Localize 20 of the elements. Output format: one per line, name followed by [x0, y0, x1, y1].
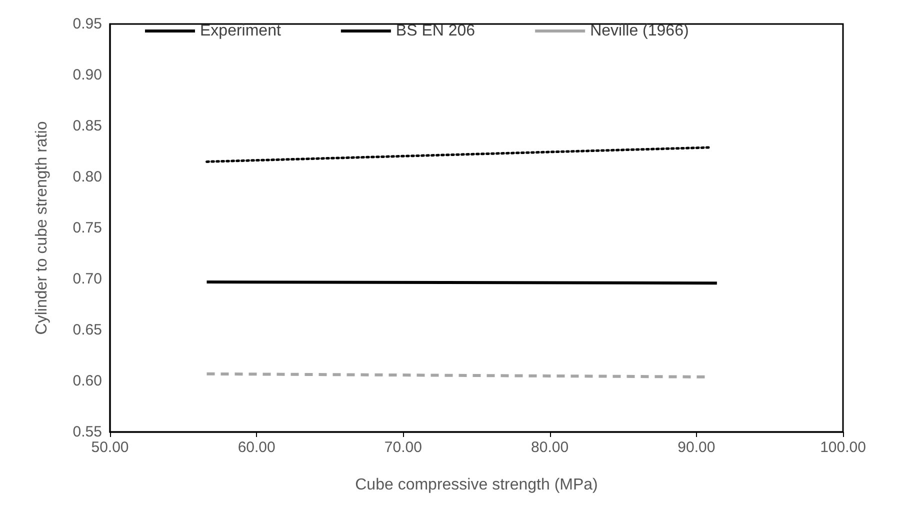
y-tick-label: 0.80 [72, 168, 102, 186]
y-tick-label: 0.55 [72, 424, 102, 440]
y-tick-label: 0.85 [72, 118, 102, 134]
x-tick-label: 70.00 [384, 439, 422, 456]
x-axis-title: Cube compressive strength (MPa) [355, 476, 598, 494]
y-tick-label: 0.70 [72, 270, 102, 288]
legend-label: Experiment [200, 22, 282, 40]
x-tick-label: 60.00 [238, 439, 276, 456]
y-axis-title: Cylinder to cube strength ratio [34, 121, 50, 335]
y-tick-label: 0.65 [72, 322, 102, 338]
x-tick-label: 80.00 [531, 439, 569, 456]
legend-label: Neville (1966) [590, 22, 689, 40]
y-tick-label: 0.75 [72, 220, 102, 236]
y-tick-label: 0.90 [72, 66, 102, 84]
x-tick-label: 90.00 [678, 439, 716, 456]
x-tick-label: 100.00 [820, 439, 866, 456]
y-tick-label: 0.60 [72, 372, 102, 390]
y-tick-label: 0.95 [72, 16, 102, 32]
x-tick-label: 50.00 [91, 439, 129, 456]
legend-label: BS EN 206 [396, 22, 476, 40]
